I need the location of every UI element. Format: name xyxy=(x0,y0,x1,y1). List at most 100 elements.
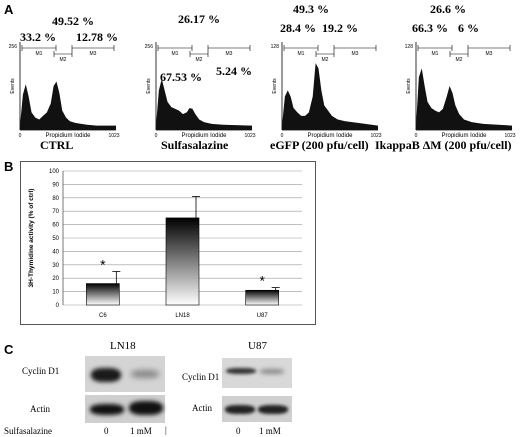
lane-right-0: 0 xyxy=(236,426,241,436)
y-tick-label: 80 xyxy=(52,196,59,202)
h3-m1-pct: 28.4 % xyxy=(280,21,316,35)
significance-marker: * xyxy=(100,257,106,273)
marker-label: M3 xyxy=(486,51,493,57)
hist-ylabel: Events xyxy=(146,78,152,94)
hist-xlabel: Propidium Iodide xyxy=(441,133,487,138)
marker-label: M2 xyxy=(322,57,329,63)
hist-ylabel: Events xyxy=(272,78,278,94)
hist-distribution xyxy=(282,63,378,130)
ln18-cyclin-label: Cyclin D1 xyxy=(22,366,60,376)
ln18-actin-blot xyxy=(85,395,165,423)
label-sulfasalazine: Sulfasalazine xyxy=(161,138,229,152)
lane-left-tail: | xyxy=(165,425,167,435)
u87-cyclin-label: Cyclin D1 xyxy=(182,372,220,382)
y-tick-label: 40 xyxy=(52,249,59,255)
hist-xlabel: Propidium Iodide xyxy=(45,133,91,138)
hist-ymax: 128 xyxy=(405,44,414,50)
marker-label: M1 xyxy=(432,51,439,57)
ln18-actin-label: Actin xyxy=(30,404,50,414)
marker-label: M3 xyxy=(90,51,97,57)
hist-ymax: 256 xyxy=(145,44,154,50)
hist-ymax: 128 xyxy=(271,44,280,50)
y-tick-label: 100 xyxy=(49,169,60,175)
label-ikappab: IkappaB ΔM (200 pfu/cell) xyxy=(375,138,512,152)
h1-top-pct: 49.52 % xyxy=(52,14,94,28)
hist-distribution xyxy=(416,68,512,130)
treatment-label: Sulfasalazine xyxy=(4,426,52,436)
label-egfp: eGFP (200 pfu/cell) xyxy=(270,138,369,152)
marker-label: M1 xyxy=(172,51,179,57)
y-tick-label: 0 xyxy=(56,303,60,309)
marker-label: M2 xyxy=(60,57,67,63)
histogram-ctrl: M1 M2 M3 256 Events 0 1023 Propidium Iodide xyxy=(9,42,120,138)
ln18-title: LN18 xyxy=(110,340,136,352)
hist-distribution xyxy=(20,81,116,130)
u87-cyclin-band-1 xyxy=(260,369,284,374)
bar-chart-frame xyxy=(20,161,316,325)
y-tick-label: 50 xyxy=(52,236,59,242)
marker-label: M3 xyxy=(226,51,233,57)
label-ctrl: CTRL xyxy=(40,138,74,152)
hist-xmin: 0 xyxy=(19,133,22,138)
hist-xmin: 0 xyxy=(415,133,418,138)
hist-xmax: 1023 xyxy=(504,133,515,138)
thymidine-bar-chart: 0 10 20 30 40 50 60 70 80 90 100 3H-Thymidine activ… xyxy=(28,169,302,319)
hist-xlabel: Propidium Iodide xyxy=(181,133,227,138)
hist-xmax: 1023 xyxy=(108,133,119,138)
u87-actin-blot xyxy=(222,396,292,422)
h2-m3-pct: 5.24 % xyxy=(216,64,252,78)
h4-m3-pct: 6 % xyxy=(458,21,479,35)
marker-label: M1 xyxy=(298,51,305,57)
u87-cyclin-blot xyxy=(222,358,292,388)
u87-actin-band-1 xyxy=(258,405,288,414)
ln18-cyclin-band-1 xyxy=(131,370,159,378)
x-tick-label: LN18 xyxy=(175,313,190,319)
hist-xmin: 0 xyxy=(281,133,284,138)
h4-m1-pct: 66.3 % xyxy=(412,21,448,35)
lane-left-0: 0 xyxy=(104,426,109,436)
hist-distribution xyxy=(156,78,252,130)
ln18-cyclin-band-0 xyxy=(91,368,121,382)
y-axis-label: 3H-Thymidine activity (% of ctrl) xyxy=(28,189,35,288)
y-tick-label: 30 xyxy=(52,263,59,269)
hist-ymax: 256 xyxy=(9,44,18,50)
marker-label: M2 xyxy=(456,57,463,63)
lane-left-1: 1 mM xyxy=(130,426,152,436)
ln18-cyclin-blot xyxy=(85,356,165,392)
hist-xmin: 0 xyxy=(155,133,158,138)
u87-title: U87 xyxy=(248,340,267,352)
bar xyxy=(165,217,200,306)
hist-ylabel: Events xyxy=(10,78,16,94)
h1-m3-pct: 12.78 % xyxy=(76,30,118,44)
h4-top-pct: 26.6 % xyxy=(430,2,466,16)
y-tick-label: 10 xyxy=(52,290,59,296)
h2-top-pct: 26.17 % xyxy=(178,12,220,26)
marker-label: M2 xyxy=(196,57,203,63)
hist-xmax: 1023 xyxy=(244,133,255,138)
y-tick-label: 20 xyxy=(52,276,59,282)
h3-m3-pct: 19.2 % xyxy=(322,21,358,35)
hist-xmax: 1023 xyxy=(370,133,381,138)
hist-xlabel: Propidium Iodide xyxy=(307,133,353,138)
lane-right-1: 1 mM xyxy=(259,426,281,436)
histogram-ikappab: M1 M2 M3 128 Events 0 1023 Propidium Iodide xyxy=(405,42,516,138)
bar xyxy=(86,283,120,306)
ln18-actin-band-1 xyxy=(129,401,163,415)
y-tick-label: 60 xyxy=(52,223,59,229)
u87-actin-label: Actin xyxy=(192,403,212,413)
panel-b-letter: B xyxy=(4,159,14,174)
bar xyxy=(245,289,279,306)
hist-ylabel: Events xyxy=(406,78,412,94)
h3-top-pct: 49.3 % xyxy=(293,2,329,16)
x-tick-label: C6 xyxy=(99,313,107,319)
panel-c-letter: C xyxy=(4,342,14,357)
u87-cyclin-band-0 xyxy=(226,368,256,374)
histogram-sulfasalazine: M1 M2 M3 256 Events 0 1023 Propidium Iodide xyxy=(145,42,256,138)
y-tick-label: 90 xyxy=(52,182,59,188)
y-tick-label: 70 xyxy=(52,209,59,215)
h2-m1-pct: 67.53 % xyxy=(160,70,202,84)
marker-label: M1 xyxy=(36,51,43,57)
histogram-egfp: M1 M2 M3 128 Events 0 1023 Propidium Iodide xyxy=(271,42,382,138)
x-tick-label: U87 xyxy=(257,313,269,319)
panel-a-letter: A xyxy=(4,2,14,17)
